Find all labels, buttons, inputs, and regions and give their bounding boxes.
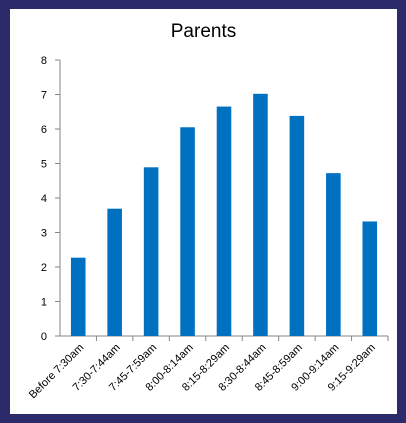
bar (289, 115, 305, 336)
y-tick-label: 6 (41, 124, 47, 136)
bar (107, 208, 122, 336)
x-tick-labels: Before 7:30am7:30-7:44am7:45-7:59am8:00-… (27, 342, 378, 402)
bar (180, 127, 195, 337)
y-tick-labels: 0 1 2 3 4 5 6 7 8 (41, 55, 47, 343)
bar (216, 106, 232, 336)
bars (70, 93, 378, 337)
y-tick-label: 5 (41, 159, 47, 171)
y-tick-label: 1 (41, 297, 47, 309)
y-tick-label: 8 (41, 55, 47, 67)
bar-chart: Before 7:30am7:30-7:44am7:45-7:59am8:00-… (27, 55, 389, 402)
y-tick-label: 4 (41, 193, 47, 205)
bar (253, 93, 268, 336)
bar (70, 257, 86, 336)
y-tick-label: 2 (41, 262, 47, 274)
y-tick-label: 7 (41, 90, 47, 102)
chart-title: Parents (170, 21, 237, 42)
bar (143, 167, 159, 336)
chart-frame: Parents Before 7:30am 7:30-7:44am 7:45-7:5… (10, 9, 397, 414)
bar (362, 221, 378, 336)
y-tick-label: 0 (41, 331, 47, 343)
y-tick-label: 3 (41, 228, 47, 240)
bar (326, 173, 341, 336)
